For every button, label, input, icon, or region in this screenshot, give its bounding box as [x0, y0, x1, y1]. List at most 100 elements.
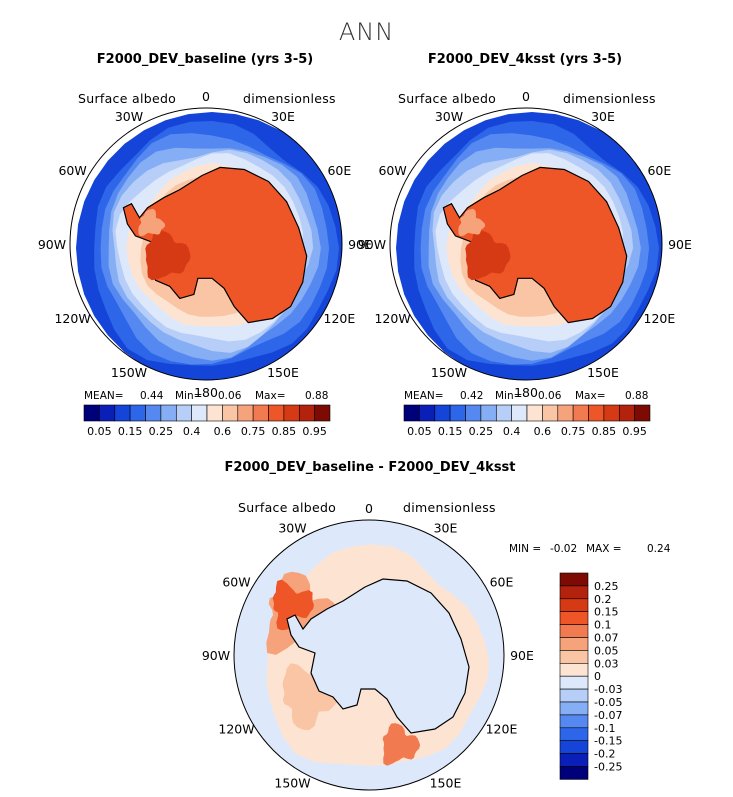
colorbar-swatch	[559, 701, 589, 716]
colorbar-swatch	[268, 404, 285, 422]
lon-label: 120W	[374, 311, 410, 326]
colorbar-swatch	[618, 404, 635, 422]
lon-label: 90E	[668, 237, 692, 252]
colorbar-swatch	[559, 766, 589, 780]
colorbar-tick-label: 0.95	[622, 425, 647, 438]
colorbar-swatch	[559, 662, 589, 677]
lon-label: 30W	[278, 521, 306, 536]
colorbar-tick-label: 0.05	[407, 425, 432, 438]
colorbar-swatch	[542, 404, 559, 422]
panel-1-max-label: Max=	[255, 390, 286, 402]
colorbar-tick-label: -0.2	[594, 748, 615, 761]
colorbar-swatch	[495, 404, 512, 422]
lon-label: 90E	[348, 237, 372, 252]
colorbar-tick-label: 0.07	[594, 632, 619, 645]
map-border	[69, 107, 343, 381]
lon-label: 60W	[58, 163, 86, 178]
colorbar-swatch	[559, 714, 589, 729]
diff-contour	[382, 723, 421, 766]
map-border	[389, 107, 663, 381]
panel-1-max-value: 0.88	[305, 390, 329, 402]
panel-1-units: dimensionless	[243, 91, 336, 106]
colorbar-tick-label: 0.6	[534, 425, 552, 438]
panel-2-min-label: Min=	[495, 390, 523, 402]
panel-1-mean-value: 0.44	[140, 390, 164, 402]
lon-label: 0	[522, 89, 530, 104]
colorbar-tick-label: -0.1	[594, 722, 615, 735]
colorbar-swatch	[559, 688, 589, 703]
figure-title: ANN	[338, 18, 395, 46]
colorbar-swatch	[588, 404, 605, 422]
antarctica-land	[286, 578, 470, 734]
colorbar-swatch	[252, 404, 269, 422]
colorbar-tick-label: -0.25	[594, 761, 622, 774]
albedo-high-region	[145, 230, 191, 281]
colorbar-swatch	[176, 404, 192, 422]
panel-1-min-value: 0.06	[218, 390, 242, 402]
colorbar-tick-label: 0.15	[438, 425, 463, 438]
colorbar-swatch	[83, 404, 100, 422]
colorbar-tick-label: -0.05	[594, 696, 622, 709]
lon-label: 90W	[202, 648, 230, 663]
panel-3-max-value: 0.24	[647, 543, 671, 555]
colorbar-swatch	[526, 404, 543, 422]
colorbar-swatch	[559, 598, 589, 612]
lon-label: 180	[194, 385, 218, 400]
colorbar-swatch	[559, 727, 589, 741]
lon-label: 90W	[358, 237, 386, 252]
colorbar-swatch	[237, 404, 254, 422]
albedo-peninsula-region	[458, 208, 486, 237]
lon-label: 60E	[647, 163, 671, 178]
lon-label: 150E	[587, 365, 619, 380]
colorbar-swatch	[434, 404, 451, 422]
map-border	[233, 519, 505, 791]
colorbar-swatch	[559, 740, 589, 754]
panel-3-min-label: MIN =	[509, 543, 542, 555]
colorbar-swatch	[465, 404, 482, 422]
lon-label: 60W	[222, 575, 250, 590]
colorbar-3: 0.250.20.150.10.070.050.030-0.03-0.05-0.…	[559, 572, 622, 780]
colorbar-tick-label: 0.75	[561, 425, 586, 438]
lon-label: 150W	[431, 365, 467, 380]
colorbar-swatch	[145, 404, 162, 422]
colorbar-tick-label: 0.75	[241, 425, 266, 438]
albedo-high-region	[465, 230, 511, 281]
map-panel-1: 0 30E 60E 90E 120E 150E 180 150W 120W 90W 60W 30W	[38, 89, 372, 400]
colorbar-swatch	[191, 404, 208, 422]
lon-label: 60E	[327, 163, 351, 178]
colorbar-tick-label: 0.4	[503, 425, 521, 438]
map-panel-2: 0 30E 60E 90E 120E 150E 180 150W 120W 90W 60W 30W	[358, 89, 692, 400]
colorbar-tick-label: 0.95	[302, 425, 327, 438]
colorbar-tick-label: -0.03	[594, 683, 622, 696]
colorbar-swatch	[114, 404, 131, 422]
colorbar-tick-label: 0.25	[469, 425, 494, 438]
panel-3-title: F2000_DEV_baseline - F2000_DEV_4ksst	[224, 460, 516, 475]
colorbar-swatch	[559, 585, 589, 600]
colorbar-tick-label: 0.85	[272, 425, 297, 438]
panel-2-mean-value: 0.42	[460, 390, 484, 402]
colorbar-tick-label: 0.15	[594, 606, 619, 619]
colorbar-swatch	[559, 650, 589, 664]
panel-2-variable: Surface albedo	[398, 91, 497, 106]
diff-contour	[272, 579, 314, 631]
lon-label: 0	[365, 501, 373, 516]
colorbar-swatch	[559, 753, 589, 767]
colorbar-tick-label: 0.03	[594, 657, 619, 670]
lon-label: 180	[357, 795, 381, 797]
antarctica-land	[122, 166, 308, 324]
panel-3-max-label: MAX =	[586, 543, 622, 555]
colorbar-swatch	[419, 404, 436, 422]
panel-2-units: dimensionless	[563, 91, 656, 106]
colorbar-tick-label: 0.4	[183, 425, 201, 438]
colorbar-tick-label: 0	[594, 670, 601, 683]
colorbar-tick-label: 0.05	[594, 644, 619, 657]
colorbar-swatch	[559, 675, 589, 690]
colorbar-tick-label: 0.25	[149, 425, 174, 438]
lon-label: 120E	[486, 722, 518, 737]
panel-2-title: F2000_DEV_4ksst (yrs 3-5)	[427, 52, 623, 67]
colorbar-swatch	[99, 404, 116, 422]
lon-label: 120W	[218, 722, 254, 737]
colorbar-tick-label: 0.85	[592, 425, 617, 438]
colorbar-swatch	[449, 404, 466, 422]
